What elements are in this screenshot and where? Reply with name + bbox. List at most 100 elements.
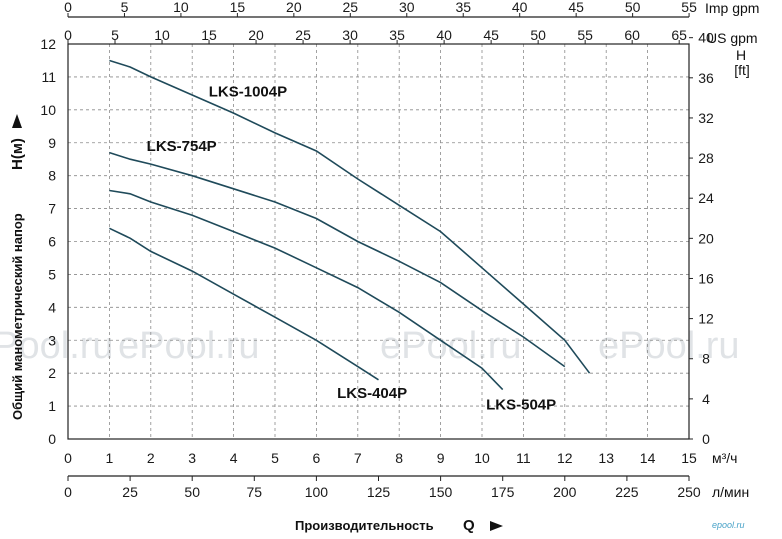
plot-frame: [67, 43, 690, 440]
y-axis-title-text: Общий манометрический напор: [10, 213, 25, 420]
y-tick-ft: 20: [698, 230, 714, 246]
y-tick-ft: 40: [698, 30, 714, 46]
series-line-lks-754p: [109, 151, 566, 368]
y-tick-m: 0: [48, 431, 56, 447]
x-tick-lmin: 175: [491, 484, 515, 500]
watermark-text: ePool.ru: [380, 325, 522, 367]
y-tick-m: 3: [48, 332, 56, 348]
x-tick-m3h: 0: [64, 450, 72, 466]
x-tick-lmin: 225: [615, 484, 639, 500]
x-tick-m3h: 7: [354, 450, 362, 466]
x-tick-impgpm: 55: [681, 0, 697, 15]
x-axis-symbol: Q: [463, 517, 475, 534]
series-line-lks-404p: [109, 227, 379, 381]
y-tick-m: 9: [48, 135, 56, 151]
x-tick-usgpm: 50: [530, 27, 546, 43]
grid: [68, 44, 689, 439]
x-tick-usgpm: 30: [342, 27, 358, 43]
x-tick-lmin: 150: [429, 484, 453, 500]
y-tick-ft: 28: [698, 150, 714, 166]
x-tick-m3h: 9: [437, 450, 445, 466]
x-tick-impgpm: 0: [64, 0, 72, 15]
x-tick-usgpm: 60: [624, 27, 640, 43]
x-tick-impgpm: 35: [455, 0, 471, 15]
x-tick-lmin: 50: [184, 484, 200, 500]
y-tick-m: 4: [48, 299, 56, 315]
x-tick-m3h: 10: [474, 450, 490, 466]
x-tick-m3h: 11: [516, 450, 531, 466]
series-line-lks-504p: [109, 189, 504, 391]
x-tick-usgpm: 10: [154, 27, 170, 43]
x-unit-bottom2-label: л/мин: [712, 484, 749, 500]
x-tick-impgpm: 20: [286, 0, 302, 15]
x-unit-bottom1-label: м³/ч: [712, 450, 737, 466]
x-tick-impgpm: 45: [568, 0, 584, 15]
y-tick-ft: 36: [698, 70, 714, 86]
x-tick-usgpm: 40: [436, 27, 452, 43]
x-tick-impgpm: 5: [121, 0, 129, 15]
y-tick-m: 5: [48, 266, 56, 282]
y-tick-m: 8: [48, 168, 56, 184]
series-label-lks-504p: LKS-504P: [486, 396, 556, 413]
x-tick-m3h: 5: [271, 450, 279, 466]
x-axis-arrow-icon: [490, 521, 503, 531]
x-tick-m3h: 8: [395, 450, 403, 466]
series-label-lks-1004p: LKS-1004P: [209, 84, 287, 101]
watermark-text: ePool.ru: [118, 325, 260, 367]
x-tick-lmin: 75: [247, 484, 263, 500]
y-tick-ft: 32: [698, 110, 714, 126]
x-tick-lmin: 0: [64, 484, 72, 500]
y-tick-ft: 12: [698, 311, 714, 327]
x-tick-m3h: 15: [681, 450, 697, 466]
epool-logo: epool.ru: [712, 520, 745, 530]
x-tick-lmin: 25: [122, 484, 138, 500]
y-tick-ft: 0: [702, 431, 710, 447]
x-tick-lmin: 250: [677, 484, 701, 500]
curve-labels: LKS-1004P LKS-754P LKS-404P LKS-504P: [147, 84, 557, 414]
x-tick-m3h: 6: [313, 450, 321, 466]
x-tick-impgpm: 50: [625, 0, 641, 15]
y-tick-m: 12: [40, 36, 56, 52]
x-tick-m3h: 4: [230, 450, 238, 466]
x-tick-usgpm: 35: [389, 27, 405, 43]
series-label-lks-404p: LKS-404P: [337, 385, 407, 402]
y-axis-title: Общий манометрический напор H(м): [9, 114, 26, 420]
y-tick-ft: 16: [698, 270, 714, 286]
y-axis-arrow-icon: [12, 114, 22, 128]
x-tick-m3h: 1: [106, 450, 114, 466]
x-tick-usgpm: 5: [111, 27, 119, 43]
x-tick-usgpm: 45: [483, 27, 499, 43]
x-tick-lmin: 200: [553, 484, 577, 500]
y-axis-symbol: H(м): [9, 138, 26, 170]
y-tick-m: 6: [48, 234, 56, 250]
x-tick-usgpm: 15: [201, 27, 217, 43]
y-tick-m: 7: [48, 201, 56, 217]
x-unit-top1-label: Imp gpm: [705, 0, 759, 16]
y-tick-ft: 4: [702, 391, 710, 407]
x-tick-impgpm: 40: [512, 0, 528, 15]
x-tick-m3h: 3: [188, 450, 196, 466]
watermark-text: ePool.ru: [598, 325, 740, 367]
y-unit-right2-label: [ft]: [734, 62, 750, 78]
series-label-lks-754p: LKS-754P: [147, 138, 217, 155]
x-tick-impgpm: 25: [343, 0, 359, 15]
x-tick-usgpm: 65: [671, 27, 687, 43]
x-tick-m3h: 14: [640, 450, 656, 466]
y-tick-m: 1: [48, 398, 56, 414]
watermark-text: ePool.ru: [0, 325, 114, 367]
y-tick-ft: 24: [698, 190, 714, 206]
x-axis-title: Производительность Q: [295, 517, 503, 534]
x-tick-impgpm: 15: [230, 0, 246, 15]
x-tick-impgpm: 30: [399, 0, 415, 15]
x-tick-lmin: 125: [367, 484, 391, 500]
y-tick-m: 10: [40, 102, 56, 118]
x-tick-m3h: 13: [598, 450, 614, 466]
y-tick-m: 11: [41, 69, 56, 85]
y-tick-m: 2: [48, 365, 56, 381]
y-unit-right-label: H: [736, 47, 746, 63]
x-tick-lmin: 100: [305, 484, 329, 500]
x-unit-top2-label: US gpm: [707, 30, 758, 46]
